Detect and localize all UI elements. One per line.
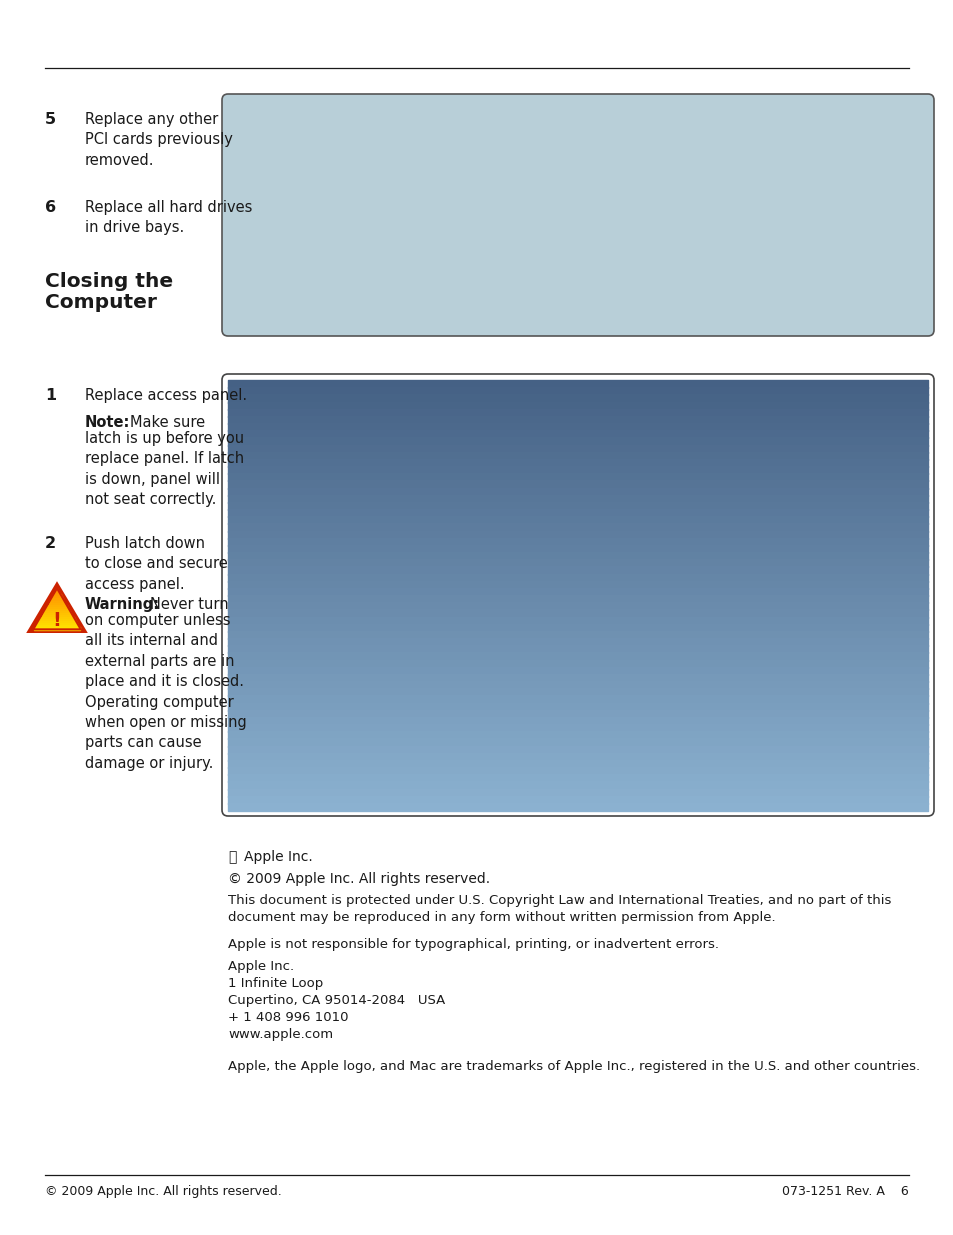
- Text: : : [228, 850, 236, 864]
- FancyBboxPatch shape: [222, 94, 933, 336]
- Text: Replace all hard drives
in drive bays.: Replace all hard drives in drive bays.: [85, 200, 253, 236]
- Text: © 2009 Apple Inc. All rights reserved.: © 2009 Apple Inc. All rights reserved.: [45, 1186, 281, 1198]
- Text: 073-1251 Rev. A    6: 073-1251 Rev. A 6: [781, 1186, 908, 1198]
- Text: 2: 2: [45, 536, 56, 551]
- Text: 1: 1: [45, 388, 56, 403]
- Text: Note:: Note:: [85, 415, 131, 430]
- Text: Warning:: Warning:: [85, 597, 160, 613]
- Text: Apple Inc.
1 Infinite Loop
Cupertino, CA 95014-2084   USA
+ 1 408 996 1010
www.a: Apple Inc. 1 Infinite Loop Cupertino, CA…: [228, 960, 445, 1041]
- Text: !: !: [52, 610, 61, 630]
- Text: Replace any other
PCI cards previously
removed.: Replace any other PCI cards previously r…: [85, 112, 233, 168]
- Text: 6: 6: [45, 200, 56, 215]
- Text: Never turn: Never turn: [150, 597, 229, 613]
- Text: Push latch down
to close and secure
access panel.: Push latch down to close and secure acce…: [85, 536, 228, 592]
- Text: This document is protected under U.S. Copyright Law and International Treaties, : This document is protected under U.S. Co…: [228, 894, 890, 924]
- Text: latch is up before you
replace panel. If latch
is down, panel will
not seat corr: latch is up before you replace panel. If…: [85, 431, 244, 508]
- Text: Make sure: Make sure: [130, 415, 205, 430]
- Text: Replace access panel.: Replace access panel.: [85, 388, 247, 403]
- Text: 5: 5: [45, 112, 56, 127]
- Text: Apple Inc.: Apple Inc.: [244, 850, 313, 864]
- Text: © 2009 Apple Inc. All rights reserved.: © 2009 Apple Inc. All rights reserved.: [228, 872, 490, 885]
- Text: Apple, the Apple logo, and Mac are trademarks of Apple Inc., registered in the U: Apple, the Apple logo, and Mac are trade…: [228, 1060, 919, 1073]
- Text: Closing the
Computer: Closing the Computer: [45, 272, 172, 312]
- Text: Apple is not responsible for typographical, printing, or inadvertent errors.: Apple is not responsible for typographic…: [228, 939, 719, 951]
- Polygon shape: [26, 582, 88, 634]
- Text: on computer unless
all its internal and
external parts are in
place and it is cl: on computer unless all its internal and …: [85, 613, 247, 771]
